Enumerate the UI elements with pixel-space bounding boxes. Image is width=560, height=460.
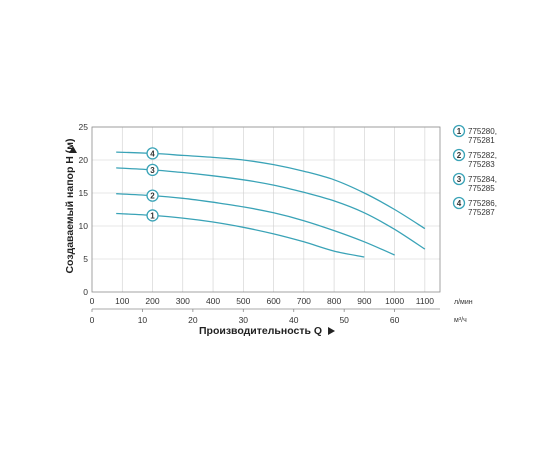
series-lines: 1 2 3 4 (116, 147, 426, 258)
secondary-x-tick-label: 60 (390, 315, 400, 325)
y-axis-title: Создаваемый напор H (м) (64, 138, 76, 273)
legend-entry-line2: 775283 (468, 160, 495, 169)
legend-marker-label-4: 4 (457, 199, 462, 208)
x-unit-m3h: м³/ч (454, 317, 467, 324)
legend-entry-line1: 775280, (468, 127, 497, 136)
x-tick-label: 0 (90, 296, 95, 306)
series-marker-label-3: 3 (150, 166, 155, 175)
legend-marker-3 (452, 172, 466, 186)
x-tick-label: 100 (115, 296, 129, 306)
series-marker-label-2: 2 (150, 192, 155, 201)
y-tick-label: 0 (83, 287, 88, 297)
axes (69, 126, 441, 335)
plot-frame (91, 126, 441, 293)
series-marker-1 (146, 209, 159, 222)
x-tick-label: 500 (236, 296, 250, 306)
series-marker-label-4: 4 (150, 149, 155, 158)
x-tick-label: 1100 (416, 296, 435, 306)
legend-entry-line2: 775287 (468, 208, 495, 217)
legend-entry-line1: 775282, (468, 151, 497, 160)
x-tick-label: 700 (297, 296, 311, 306)
series-line-3 (116, 167, 426, 250)
secondary-x-tick-label: 20 (188, 315, 198, 325)
series-marker-2 (146, 189, 159, 202)
series-line-2 (116, 193, 395, 256)
y-tick-label: 25 (79, 122, 89, 132)
x-tick-label: 300 (176, 296, 190, 306)
legend-marker-4 (452, 196, 466, 210)
x-tick-label: 1000 (385, 296, 404, 306)
series-marker-4 (146, 147, 159, 160)
secondary-x-tick-label: 30 (239, 315, 249, 325)
x-axis-arrow (328, 327, 336, 335)
legend-marker-label-3: 3 (457, 175, 462, 184)
x-tick-label: 600 (266, 296, 280, 306)
secondary-x-tick-label: 0 (90, 315, 95, 325)
series-line-1 (116, 212, 365, 258)
series-marker-label-1: 1 (150, 211, 155, 220)
legend-entry-line1: 775286, (468, 199, 497, 208)
legend-marker-2 (452, 148, 466, 162)
x-tick-label: 200 (145, 296, 159, 306)
series-marker-3 (146, 163, 159, 177)
legend-marker-label-1: 1 (457, 127, 462, 136)
x-axis-title: Производительность Q (199, 325, 322, 337)
legend-entry-line1: 775284, (468, 175, 497, 184)
x-unit-lpm: л/мин (454, 299, 473, 306)
x-tick-label: 900 (357, 296, 371, 306)
y-axis-arrow (69, 146, 77, 153)
legend-marker-1 (452, 124, 466, 138)
secondary-x-tick-label: 10 (138, 315, 148, 325)
legend-marker-label-2: 2 (457, 151, 462, 160)
y-tick-label: 20 (79, 155, 89, 165)
legend-entry-line2: 775281 (468, 136, 495, 145)
x-tick-label: 800 (327, 296, 341, 306)
y-tick-label: 10 (79, 221, 89, 231)
x-tick-label: 400 (206, 296, 220, 306)
y-tick-label: 15 (79, 188, 89, 198)
secondary-x-tick-label: 50 (339, 315, 349, 325)
y-tick-label: 5 (83, 254, 88, 264)
secondary-x-tick-label: 40 (289, 315, 299, 325)
grid (92, 126, 440, 292)
series-line-4 (116, 151, 426, 230)
legend-entry-line2: 775285 (468, 184, 495, 193)
